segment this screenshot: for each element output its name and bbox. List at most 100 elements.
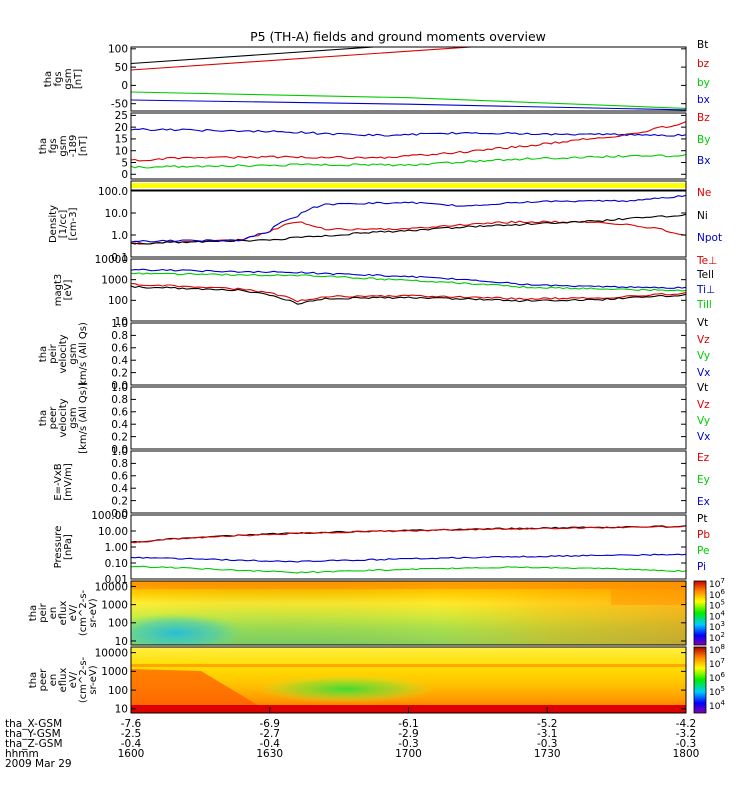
legend-Vt: Vt	[697, 382, 708, 394]
ylabel-efield: E=-VxB	[53, 463, 64, 500]
ephemeris-row-label: tha_Z-GSM	[5, 738, 63, 750]
xtick-label-hhmm: 1630	[256, 748, 283, 760]
series-fgs_gsm_189-Bx	[131, 128, 686, 137]
ytick-label: 0.8	[111, 458, 128, 470]
ytick-label: 100	[108, 44, 128, 56]
ylabel-peir_velocity: velocity	[58, 334, 69, 373]
series-pressure-Pb	[131, 525, 686, 544]
legend-Te⊥: Te⊥	[696, 255, 717, 267]
legend-Vz: Vz	[697, 334, 710, 346]
panel-fgs_gsm: 100 50 0 -50 tha fgs gsm [nT] Bt bz by bx	[43, 39, 710, 112]
ytick-label: 10.0	[105, 208, 128, 220]
electron-hot-region	[131, 669, 261, 707]
xtick-label-hhmm: 1800	[673, 748, 700, 760]
panel-peer_spec: 10000 1000 100 10 tha peer en eflux eV/(cm^2-s-s…	[28, 643, 725, 716]
legend-Ex: Ex	[697, 496, 710, 508]
ytick-label: 1000	[101, 599, 128, 611]
ylabel-peir_velocity: gsm	[68, 343, 79, 364]
ytick-label: 0.4	[111, 483, 128, 495]
legend-Ez: Ez	[697, 452, 710, 464]
ytick-label: 15	[115, 134, 128, 146]
legend-Pt: Pt	[697, 513, 707, 525]
ion-high-energy-band	[131, 583, 686, 589]
frame-mag_temp	[130, 258, 687, 322]
panel-peir_spec: 10000 1000 100 10 tha peir en eflux eV/(cm^2-s-s…	[28, 577, 725, 648]
legend-Bt: Bt	[697, 39, 708, 51]
ytick-label: 100	[108, 685, 128, 697]
legend-Bx: Bx	[697, 155, 710, 167]
legend-Pi: Pi	[697, 561, 706, 573]
panel-mag_temp: 10000 1000 100 10 magt3 [eV] Te⊥ Tell Ti⊥ Till	[53, 254, 717, 328]
ylabel-peer_spec: sr-eV)	[88, 665, 99, 694]
xtick-label-Z: -0.3	[676, 738, 697, 750]
ylabel-fgs_gsm_189: fgs	[48, 138, 59, 153]
ytick-label: 10.00	[98, 526, 128, 538]
series-density-Npot	[131, 194, 686, 243]
colorbar-label: 108	[709, 643, 725, 656]
ylabel-peer_spec: tha	[28, 672, 39, 688]
ytick-label: 0.8	[111, 394, 128, 406]
ytick-label: 0	[121, 169, 128, 181]
xtick-label-hhmm: 1730	[534, 748, 561, 760]
ylabel-pressure: Pressure	[53, 526, 64, 569]
frame-efield	[130, 450, 687, 514]
ylabel-fgs_gsm_189: tha	[38, 138, 49, 154]
ylabel-density: [1/cc]	[58, 210, 69, 239]
ytick-label: 0.01	[105, 574, 128, 586]
series-fgs_gsm-bz	[131, 47, 479, 71]
xtick-label-hhmm: 1600	[118, 748, 145, 760]
colorbar-label: 104	[709, 699, 725, 712]
ylabel-peer_spec: peer	[38, 668, 49, 692]
ytick-label: 0.4	[111, 355, 128, 367]
legend-Tell: Tell	[696, 269, 714, 281]
xtick-label-Y: -3.2	[676, 728, 697, 740]
ephemeris-row-label: tha_Y-GSM	[5, 728, 61, 740]
ylabel-peer_velocity: peer	[48, 406, 59, 430]
series-mag_temp-Ti⊥	[131, 268, 686, 289]
ytick-label: 1.0	[111, 382, 128, 394]
ytick-label: 1.0	[111, 318, 128, 330]
xtick-label-X: -6.9	[260, 718, 281, 730]
ytick-label: 0.6	[111, 407, 128, 419]
series-density-Ne	[131, 220, 686, 245]
colorbar-label: 107	[709, 657, 725, 670]
ytick-label: 10	[115, 704, 128, 716]
xtick-label-Y: -2.7	[260, 728, 281, 740]
ytick-label: 1000	[101, 275, 128, 287]
legend-Vx: Vx	[697, 367, 710, 379]
ylabel-fgs_gsm: gsm	[63, 68, 74, 89]
ephemeris-row-label: tha_X-GSM	[5, 718, 62, 730]
ylabel-mag_temp: [eV]	[63, 280, 74, 301]
ytick-label: 20	[115, 122, 128, 134]
ytick-label: 1000	[101, 666, 128, 678]
ytick-label: 1.0	[111, 446, 128, 458]
xtick-label-Z: -0.3	[398, 738, 419, 750]
legend-Vz: Vz	[697, 399, 710, 411]
xtick-label-X: -5.2	[537, 718, 558, 730]
ylabel-fgs_gsm: [nT]	[73, 69, 84, 89]
ytick-label: 0.10	[105, 558, 128, 570]
ylabel-peer_spec: en	[48, 674, 59, 687]
series-fgs_gsm-Bt	[131, 47, 382, 65]
legend-Vt: Vt	[697, 317, 708, 329]
legend-Pb: Pb	[697, 529, 710, 541]
ylabel-density: Density	[48, 205, 59, 243]
ylabel-peir_spec: eflux	[58, 601, 69, 626]
legend-Till: Till	[696, 299, 712, 311]
ylabel-density: [cm-3]	[68, 207, 79, 240]
ylabel-peer_velocity: tha	[38, 410, 49, 426]
ytick-label: 100	[108, 295, 128, 307]
ylabel-peir_velocity: km/s (All Qs)	[78, 322, 89, 386]
xtick-label-Y: -3.1	[537, 728, 558, 740]
legend-Vy: Vy	[697, 350, 710, 362]
ylabel-fgs_gsm_189: [nT]	[78, 136, 89, 156]
legend-By: By	[697, 134, 710, 146]
ytick-label: 5	[121, 157, 128, 169]
xtick-label-X: -4.2	[676, 718, 697, 730]
legend-Ne: Ne	[697, 187, 711, 199]
ytick-label: 0.0	[111, 444, 128, 456]
frame-fgs_gsm_189	[130, 112, 687, 180]
time-axis: -7.6-2.5-0.41600-6.9-2.7-0.41630-6.1-2.9…	[5, 707, 699, 770]
